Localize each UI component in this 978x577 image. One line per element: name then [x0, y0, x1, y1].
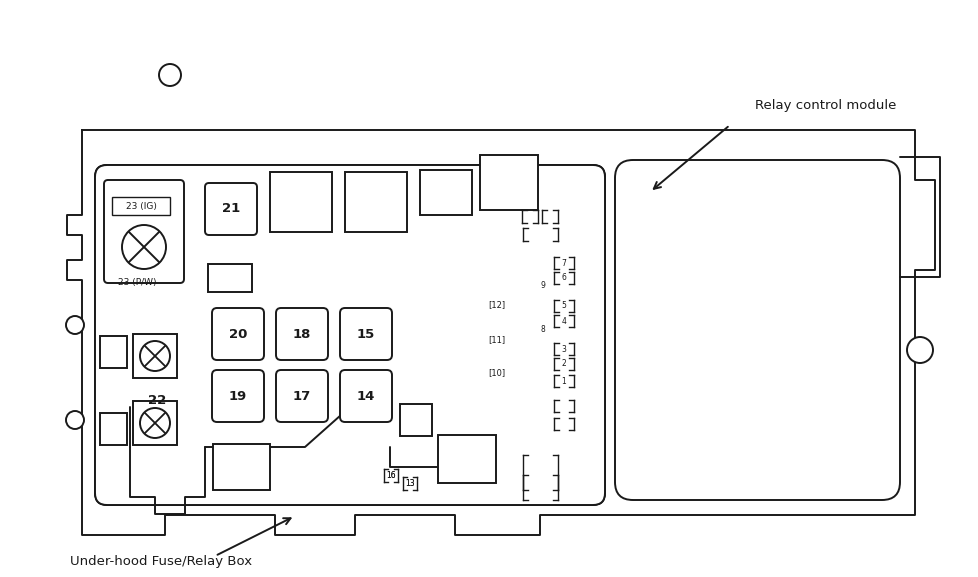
- Bar: [344, 172, 407, 232]
- Bar: [479, 155, 538, 210]
- Text: 22: 22: [148, 394, 166, 407]
- Text: 14: 14: [356, 389, 375, 403]
- FancyBboxPatch shape: [339, 308, 391, 360]
- FancyBboxPatch shape: [95, 165, 604, 505]
- Bar: [400, 404, 431, 436]
- FancyBboxPatch shape: [276, 308, 328, 360]
- Bar: [420, 170, 471, 215]
- Bar: [437, 435, 496, 483]
- Bar: [100, 336, 127, 368]
- Circle shape: [122, 225, 166, 269]
- Circle shape: [906, 337, 932, 363]
- Text: 5: 5: [561, 302, 566, 310]
- Bar: [100, 413, 127, 445]
- Text: 20: 20: [229, 328, 246, 340]
- Bar: [111, 197, 170, 215]
- FancyBboxPatch shape: [212, 370, 264, 422]
- Text: Under-hood Fuse/Relay Box: Under-hood Fuse/Relay Box: [70, 556, 252, 568]
- Bar: [270, 172, 332, 232]
- Text: 7: 7: [561, 258, 566, 268]
- Text: 18: 18: [292, 328, 311, 340]
- Text: 23 (IG): 23 (IG): [125, 201, 156, 211]
- Text: 23 (P/W): 23 (P/W): [118, 278, 156, 287]
- Bar: [213, 444, 270, 490]
- FancyBboxPatch shape: [276, 370, 328, 422]
- Text: 15: 15: [357, 328, 375, 340]
- Text: 4: 4: [561, 317, 566, 325]
- Text: 16: 16: [385, 471, 395, 481]
- Circle shape: [66, 316, 84, 334]
- Circle shape: [140, 408, 170, 438]
- Text: Relay control module: Relay control module: [754, 99, 896, 111]
- Text: 21: 21: [222, 203, 240, 215]
- Text: 3: 3: [561, 344, 566, 354]
- Text: [12]: [12]: [488, 301, 505, 309]
- Text: 2: 2: [561, 359, 566, 369]
- FancyBboxPatch shape: [614, 160, 899, 500]
- FancyBboxPatch shape: [212, 308, 264, 360]
- Bar: [133, 401, 177, 445]
- Bar: [207, 264, 251, 292]
- FancyBboxPatch shape: [339, 370, 391, 422]
- Text: 9: 9: [540, 280, 545, 290]
- FancyBboxPatch shape: [95, 165, 604, 505]
- Text: [11]: [11]: [488, 335, 505, 344]
- Bar: [133, 334, 177, 378]
- Circle shape: [140, 341, 170, 371]
- Text: 1: 1: [561, 377, 566, 385]
- Text: 13: 13: [405, 479, 415, 489]
- Text: 8: 8: [540, 325, 545, 335]
- Text: 17: 17: [292, 389, 311, 403]
- Text: [10]: [10]: [488, 369, 505, 377]
- Text: 16: 16: [385, 471, 395, 480]
- Circle shape: [66, 411, 84, 429]
- Text: 13: 13: [405, 479, 415, 488]
- FancyBboxPatch shape: [204, 183, 257, 235]
- Text: 6: 6: [561, 273, 566, 283]
- Text: 19: 19: [229, 389, 246, 403]
- FancyBboxPatch shape: [104, 180, 184, 283]
- Circle shape: [158, 64, 181, 86]
